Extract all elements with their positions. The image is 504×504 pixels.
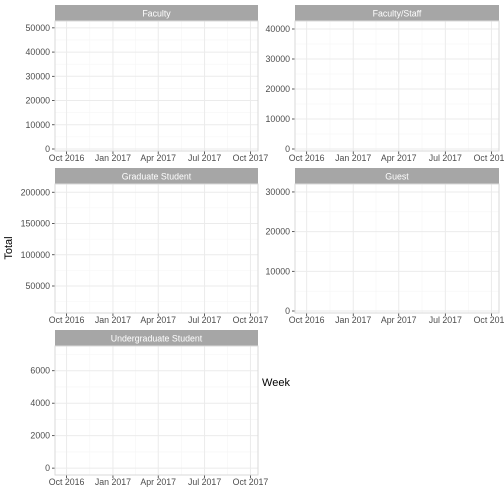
panel-border	[294, 20, 500, 152]
x-tick-label: Oct 2016	[289, 153, 325, 163]
y-axis-title: Total	[3, 236, 15, 259]
x-tick-label: Oct 2017	[233, 315, 269, 325]
x-tick-label: Oct 2017	[233, 153, 269, 163]
x-tick-label: Apr 2017	[381, 315, 417, 325]
y-tick-label: 30000	[26, 71, 51, 81]
y-tick-label: 20000	[266, 84, 291, 94]
y-tick-label: 20000	[266, 227, 291, 237]
y-tick-label: 4000	[30, 398, 50, 408]
x-tick-label: Oct 2016	[49, 477, 85, 487]
x-tick-label: Jul 2017	[188, 153, 221, 163]
y-tick-label: 0	[45, 144, 50, 154]
y-tick-label: 0	[285, 306, 290, 316]
panel-strip	[55, 330, 258, 346]
x-tick-label: Jan 2017	[95, 153, 131, 163]
panel-border	[54, 20, 259, 152]
panel-strip	[295, 5, 499, 21]
plot-area	[55, 184, 258, 313]
panel-strip-label: Faculty	[142, 9, 171, 19]
panel-strip	[55, 5, 258, 21]
y-tick-label: 40000	[266, 24, 291, 34]
y-tick-label: 50000	[26, 281, 51, 291]
panel-4: Undergraduate Student 0 2000 4000 6000 Oct 20…	[30, 330, 268, 487]
panel-strip-label: Guest	[385, 172, 409, 182]
x-tick-label: Jan 2017	[95, 477, 131, 487]
x-axis-title: Week	[262, 377, 290, 389]
y-tick-label: 40000	[26, 47, 51, 57]
panel-border	[54, 345, 259, 476]
panel-strip-label: Undergraduate Student	[111, 334, 203, 344]
y-tick-label: 200000	[21, 187, 50, 197]
y-tick-label: 6000	[30, 366, 50, 376]
x-tick-label: Jul 2017	[188, 477, 221, 487]
panel-strip-label: Graduate Student	[122, 172, 192, 182]
y-tick-label: 0	[45, 463, 50, 473]
x-tick-label: Jul 2017	[188, 315, 221, 325]
y-tick-label: 2000	[30, 431, 50, 441]
x-tick-label: Apr 2017	[381, 153, 417, 163]
y-tick-label: 100000	[21, 250, 50, 260]
x-tick-label: Apr 2017	[140, 315, 176, 325]
plot-area	[55, 346, 258, 475]
y-tick-label: 0	[285, 144, 290, 154]
panel-3: Guest 0 10000 20000 30000 Oct 2016 Jan 2017 Apr…	[266, 168, 504, 325]
plot-area	[55, 21, 258, 151]
y-tick-label: 50000	[26, 23, 51, 33]
x-tick-label: Apr 2017	[140, 477, 176, 487]
x-tick-label: Oct 2016	[49, 153, 85, 163]
panel-border	[54, 183, 259, 314]
x-tick-label: Apr 2017	[140, 153, 176, 163]
panel-2: Graduate Student 50000 100000 150000 200000 O…	[21, 168, 269, 325]
x-tick-label: Oct 2016	[49, 315, 85, 325]
panel-strip-label: Faculty/Staff	[373, 9, 422, 19]
plot-area	[295, 184, 499, 313]
panel-border	[294, 183, 500, 314]
y-tick-label: 30000	[266, 187, 291, 197]
x-tick-label: Oct 2017	[474, 153, 504, 163]
x-tick-label: Jan 2017	[335, 153, 371, 163]
y-tick-label: 150000	[21, 219, 50, 229]
x-tick-label: Oct 2017	[474, 315, 504, 325]
x-tick-label: Jul 2017	[429, 153, 462, 163]
x-tick-label: Oct 2016	[289, 315, 325, 325]
panel-0: Faculty 0 10000 20000 30000 40000 50000 Oct 201…	[26, 5, 269, 163]
x-tick-label: Jan 2017	[95, 315, 131, 325]
plot-area	[295, 21, 499, 151]
y-tick-label: 10000	[26, 120, 51, 130]
y-tick-label: 30000	[266, 54, 291, 64]
panel-1: Faculty/Staff 0 10000 20000 30000 40000 Oct 20…	[266, 5, 504, 163]
x-tick-label: Jan 2017	[335, 315, 371, 325]
y-tick-label: 10000	[266, 114, 291, 124]
panel-strip	[55, 168, 258, 184]
x-tick-label: Oct 2017	[233, 477, 269, 487]
panel-strip	[295, 168, 499, 184]
y-tick-label: 20000	[26, 96, 51, 106]
y-tick-label: 10000	[266, 266, 291, 276]
x-tick-label: Jul 2017	[429, 315, 462, 325]
